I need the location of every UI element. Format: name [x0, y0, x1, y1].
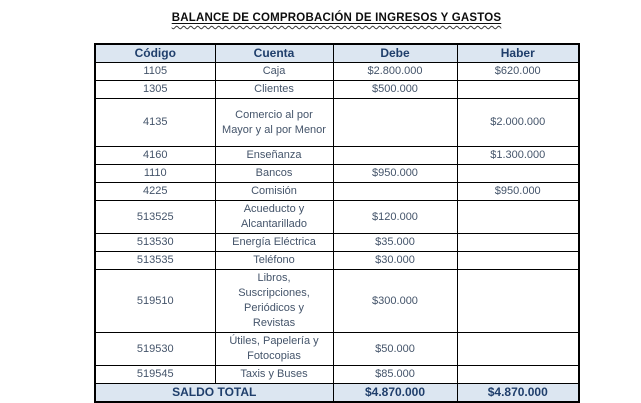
footer-haber-total: $4.870.000 — [456, 383, 580, 403]
cell-haber — [456, 365, 580, 384]
cell-cuenta: Enseñanza — [214, 146, 334, 165]
header-cell-debe: Debe — [332, 43, 458, 63]
cell-codigo: 513535 — [94, 251, 216, 270]
cell-cuenta: Energía Eléctrica — [214, 233, 334, 252]
cell-haber — [456, 269, 580, 333]
cell-debe: $85.000 — [332, 365, 458, 384]
cell-codigo: 519510 — [94, 269, 216, 333]
table-row: 1305 Clientes $500.000 — [94, 80, 580, 99]
cell-haber: $950.000 — [456, 182, 580, 201]
title-text: BALANCE DE COMPROBACIÓN DE INGRESOS Y GA… — [171, 12, 502, 24]
title-wavy-underline: BALANCE DE COMPROBACIÓN DE INGRESOS Y GA… — [172, 12, 502, 24]
cell-cuenta: Taxis y Buses — [214, 365, 334, 384]
cell-codigo: 519530 — [94, 332, 216, 366]
cell-haber: $2.000.000 — [456, 98, 580, 147]
cell-debe — [332, 182, 458, 201]
cell-haber — [456, 332, 580, 366]
cell-debe: $2.800.000 — [332, 62, 458, 81]
header-row: Código Cuenta Debe Haber — [94, 43, 580, 63]
balance-table: Código Cuenta Debe Haber 1105 Caja $2.80… — [94, 43, 580, 403]
cell-cuenta: Comercio al por Mayor y al por Menor — [214, 98, 334, 147]
table-row: 519530 Útiles, Papelería y Fotocopias $5… — [94, 332, 580, 366]
cell-debe: $30.000 — [332, 251, 458, 270]
cell-cuenta: Acueducto y Alcantarillado — [214, 200, 334, 234]
cell-debe: $950.000 — [332, 164, 458, 183]
header-cell-codigo: Código — [94, 43, 216, 63]
cell-haber — [456, 164, 580, 183]
cell-codigo: 1305 — [94, 80, 216, 99]
cell-haber — [456, 251, 580, 270]
table-row: 513530 Energía Eléctrica $35.000 — [94, 233, 580, 252]
cell-debe — [332, 98, 458, 147]
cell-codigo: 4135 — [94, 98, 216, 147]
table-row: 4160 Enseñanza $1.300.000 — [94, 146, 580, 165]
cell-debe: $500.000 — [332, 80, 458, 99]
cell-cuenta: Bancos — [214, 164, 334, 183]
cell-codigo: 513525 — [94, 200, 216, 234]
cell-haber — [456, 233, 580, 252]
cell-cuenta: Comisión — [214, 182, 334, 201]
cell-haber: $620.000 — [456, 62, 580, 81]
cell-cuenta: Teléfono — [214, 251, 334, 270]
cell-debe — [332, 146, 458, 165]
cell-cuenta: Caja — [214, 62, 334, 81]
cell-codigo: 1110 — [94, 164, 216, 183]
table-row: 4225 Comisión $950.000 — [94, 182, 580, 201]
cell-codigo: 513530 — [94, 233, 216, 252]
cell-haber — [456, 80, 580, 99]
table-row: 1105 Caja $2.800.000 $620.000 — [94, 62, 580, 81]
cell-debe: $120.000 — [332, 200, 458, 234]
table-row: 513535 Teléfono $30.000 — [94, 251, 580, 270]
cell-cuenta: Clientes — [214, 80, 334, 99]
table-row: 513525 Acueducto y Alcantarillado $120.0… — [94, 200, 580, 234]
cell-haber: $1.300.000 — [456, 146, 580, 165]
cell-cuenta: Libros, Suscripciones, Periódicos y Revi… — [214, 269, 334, 333]
cell-debe: $50.000 — [332, 332, 458, 366]
header-cell-cuenta: Cuenta — [214, 43, 334, 63]
footer-row: SALDO TOTAL $4.870.000 $4.870.000 — [94, 383, 580, 403]
table-row: 519545 Taxis y Buses $85.000 — [94, 365, 580, 384]
cell-debe: $35.000 — [332, 233, 458, 252]
document-title: BALANCE DE COMPROBACIÓN DE INGRESOS Y GA… — [95, 12, 578, 24]
cell-codigo: 4225 — [94, 182, 216, 201]
footer-label: SALDO TOTAL — [94, 383, 334, 403]
cell-haber — [456, 200, 580, 234]
header-cell-haber: Haber — [456, 43, 580, 63]
table-row: 1110 Bancos $950.000 — [94, 164, 580, 183]
cell-codigo: 1105 — [94, 62, 216, 81]
cell-codigo: 519545 — [94, 365, 216, 384]
table-row: 4135 Comercio al por Mayor y al por Meno… — [94, 98, 580, 147]
cell-debe: $300.000 — [332, 269, 458, 333]
footer-debe-total: $4.870.000 — [332, 383, 458, 403]
cell-cuenta: Útiles, Papelería y Fotocopias — [214, 332, 334, 366]
table-row: 519510 Libros, Suscripciones, Periódicos… — [94, 269, 580, 333]
cell-codigo: 4160 — [94, 146, 216, 165]
